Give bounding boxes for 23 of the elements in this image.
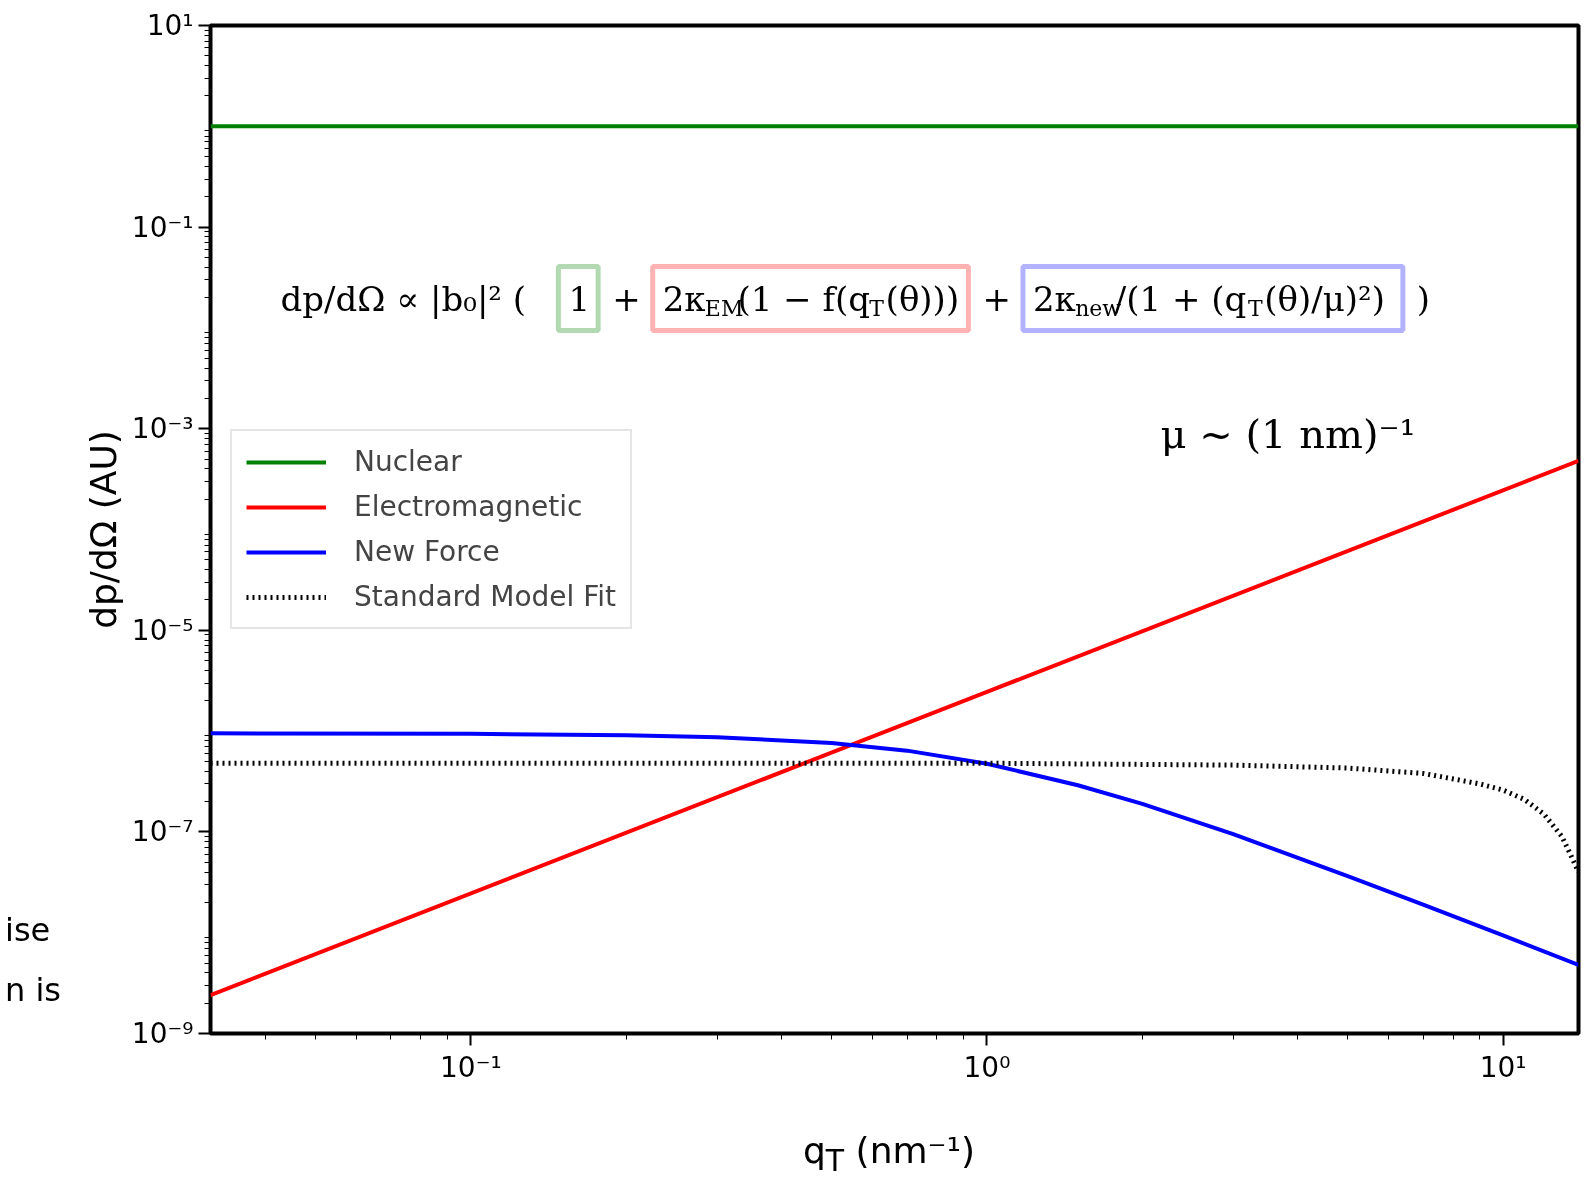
legend-label: New Force bbox=[354, 535, 500, 568]
legend-label: Standard Model Fit bbox=[354, 580, 617, 613]
y-tick-label: 10⁻⁹ bbox=[131, 1017, 194, 1050]
annotation: ) bbox=[1416, 278, 1431, 319]
y-tick-label: 10¹ bbox=[146, 9, 194, 42]
y-axis-title: dp/dΩ (AU) bbox=[82, 430, 124, 629]
text: ise bbox=[5, 911, 51, 949]
y-tick-label: 10⁻¹ bbox=[131, 210, 194, 244]
y-tick-label: 10⁻⁷ bbox=[131, 815, 194, 849]
legend-label: Electromagnetic bbox=[354, 490, 583, 523]
legend-label: Nuclear bbox=[354, 445, 462, 478]
annotation: + bbox=[982, 279, 1011, 319]
annotation: + bbox=[612, 279, 641, 319]
annotation: 1 bbox=[568, 279, 591, 319]
text: n is bbox=[5, 971, 62, 1009]
x-tick-label: 10⁻¹ bbox=[440, 1050, 502, 1084]
x-tick-label: 10⁰ bbox=[963, 1050, 1011, 1084]
x-axis-title: q$_{T}$ (nm⁻¹) bbox=[802, 1129, 976, 1181]
x-tick-label: 10¹ bbox=[1479, 1050, 1527, 1084]
y-tick-label: 10⁻³ bbox=[131, 412, 194, 446]
annotation: dp/dΩ ∝ |b₀|² ( bbox=[280, 278, 527, 319]
y-tick-label: 10⁻⁵ bbox=[131, 613, 194, 647]
annotation: μ ~ (1 nm)⁻¹ bbox=[1160, 410, 1416, 457]
